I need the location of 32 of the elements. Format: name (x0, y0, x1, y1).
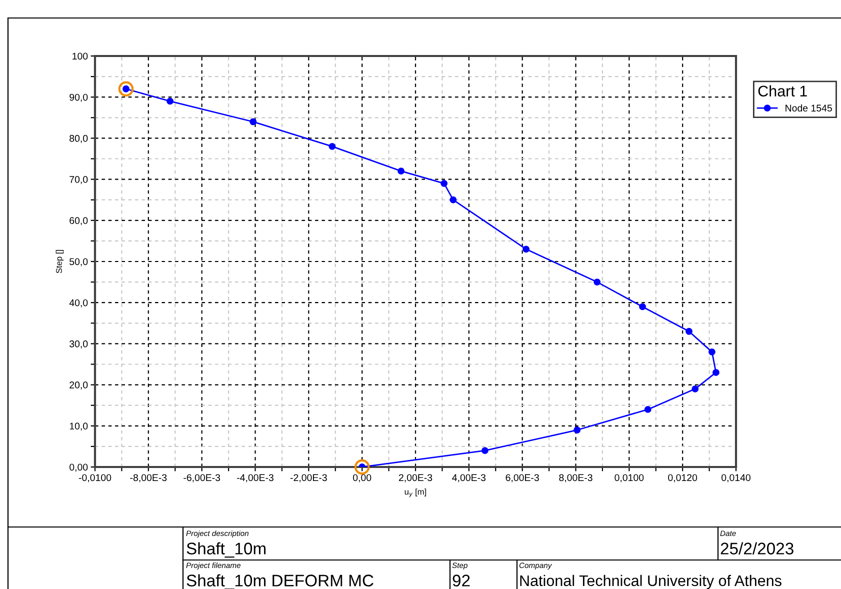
text: 92 (452, 574, 470, 586)
legend-title: Chart 1 (758, 85, 807, 97)
y-tick-label: 40,0 (69, 299, 88, 308)
y-tick-label: 70,0 (70, 176, 88, 184)
text: National Technical University of Athens (520, 574, 782, 589)
y-tick-label: 0,00 (70, 464, 88, 472)
y-tick-label: 90,0 (70, 94, 88, 102)
x-tick-label: -0,0100 (78, 474, 112, 482)
y-tick-label: 30,0 (70, 340, 88, 348)
x-tick-label: 6,00E-3 (506, 474, 539, 482)
y-tick-label: 100 (72, 52, 88, 60)
x-tick-label: 2,00E-3 (398, 474, 432, 482)
text: 25/2/2023 (720, 542, 794, 554)
x-tick-label: -2,00E-3 (290, 474, 327, 482)
x-tick-label: 0,00 (353, 474, 372, 482)
legend-label: Node 1545 (786, 104, 832, 112)
x-tick-label: -8,00E-3 (130, 474, 167, 482)
x-tick-label: 0,0120 (668, 474, 698, 482)
text: Shaft_10m (186, 542, 266, 558)
y-axis-title: Step [] (56, 250, 64, 274)
y-tick-label: 20,0 (70, 382, 88, 390)
x-tick-label: 0,0140 (722, 474, 750, 482)
y-tick-label: 50,0 (70, 258, 88, 266)
y-tick-label: 10,0 (70, 422, 88, 431)
x-tick-label: 0,0100 (614, 474, 644, 482)
y-tick-label: 60,0 (70, 217, 88, 226)
x-axis-title: u$_{y}$ [m] (404, 488, 426, 498)
y-tick-label: 80,0 (70, 134, 88, 143)
x-tick-label: 4,00E-3 (452, 474, 486, 482)
x-tick-label: 8,00E-3 (559, 474, 592, 482)
x-tick-label: -4,00E-3 (237, 474, 274, 482)
x-tick-label: -6,00E-3 (184, 474, 220, 482)
